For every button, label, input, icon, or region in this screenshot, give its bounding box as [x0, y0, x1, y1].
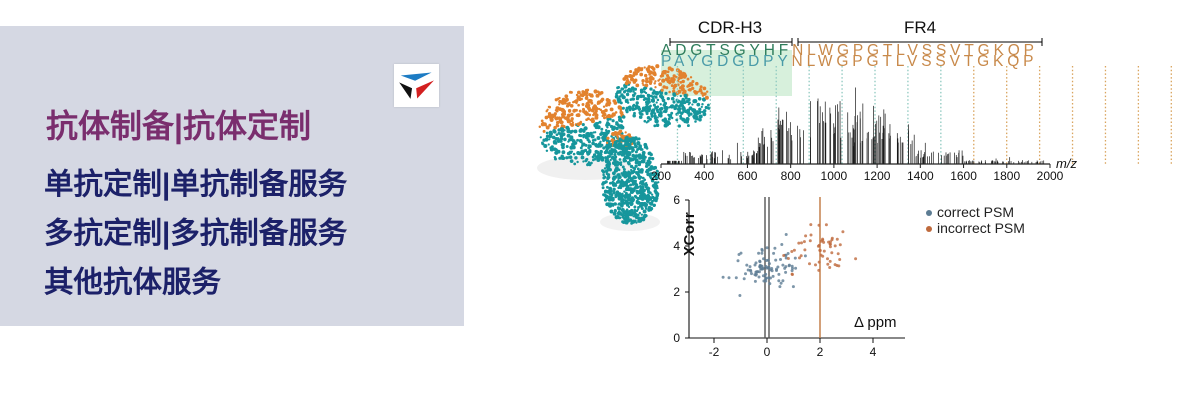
- svg-text:2000: 2000: [1037, 169, 1064, 183]
- svg-text:0: 0: [764, 345, 771, 359]
- svg-text:1400: 1400: [907, 169, 934, 183]
- svg-text:-2: -2: [709, 345, 720, 359]
- svg-text:400: 400: [694, 169, 714, 183]
- svg-text:Δ ppm: Δ ppm: [854, 314, 897, 331]
- svg-text:800: 800: [781, 169, 801, 183]
- svg-text:2: 2: [673, 285, 680, 299]
- svg-text:1600: 1600: [950, 169, 977, 183]
- svg-text:1200: 1200: [864, 169, 891, 183]
- svg-text:1800: 1800: [993, 169, 1020, 183]
- svg-text:correct PSM: correct PSM: [937, 204, 1014, 220]
- svg-text:600: 600: [737, 169, 757, 183]
- svg-text:1000: 1000: [821, 169, 848, 183]
- svg-text:4: 4: [870, 345, 877, 359]
- svg-text:6: 6: [673, 195, 680, 207]
- svg-text:0: 0: [673, 331, 680, 345]
- svg-text:4: 4: [673, 239, 680, 253]
- svg-text:incorrect PSM: incorrect PSM: [937, 220, 1025, 236]
- svg-text:2: 2: [817, 345, 824, 359]
- svg-text:200: 200: [651, 169, 671, 183]
